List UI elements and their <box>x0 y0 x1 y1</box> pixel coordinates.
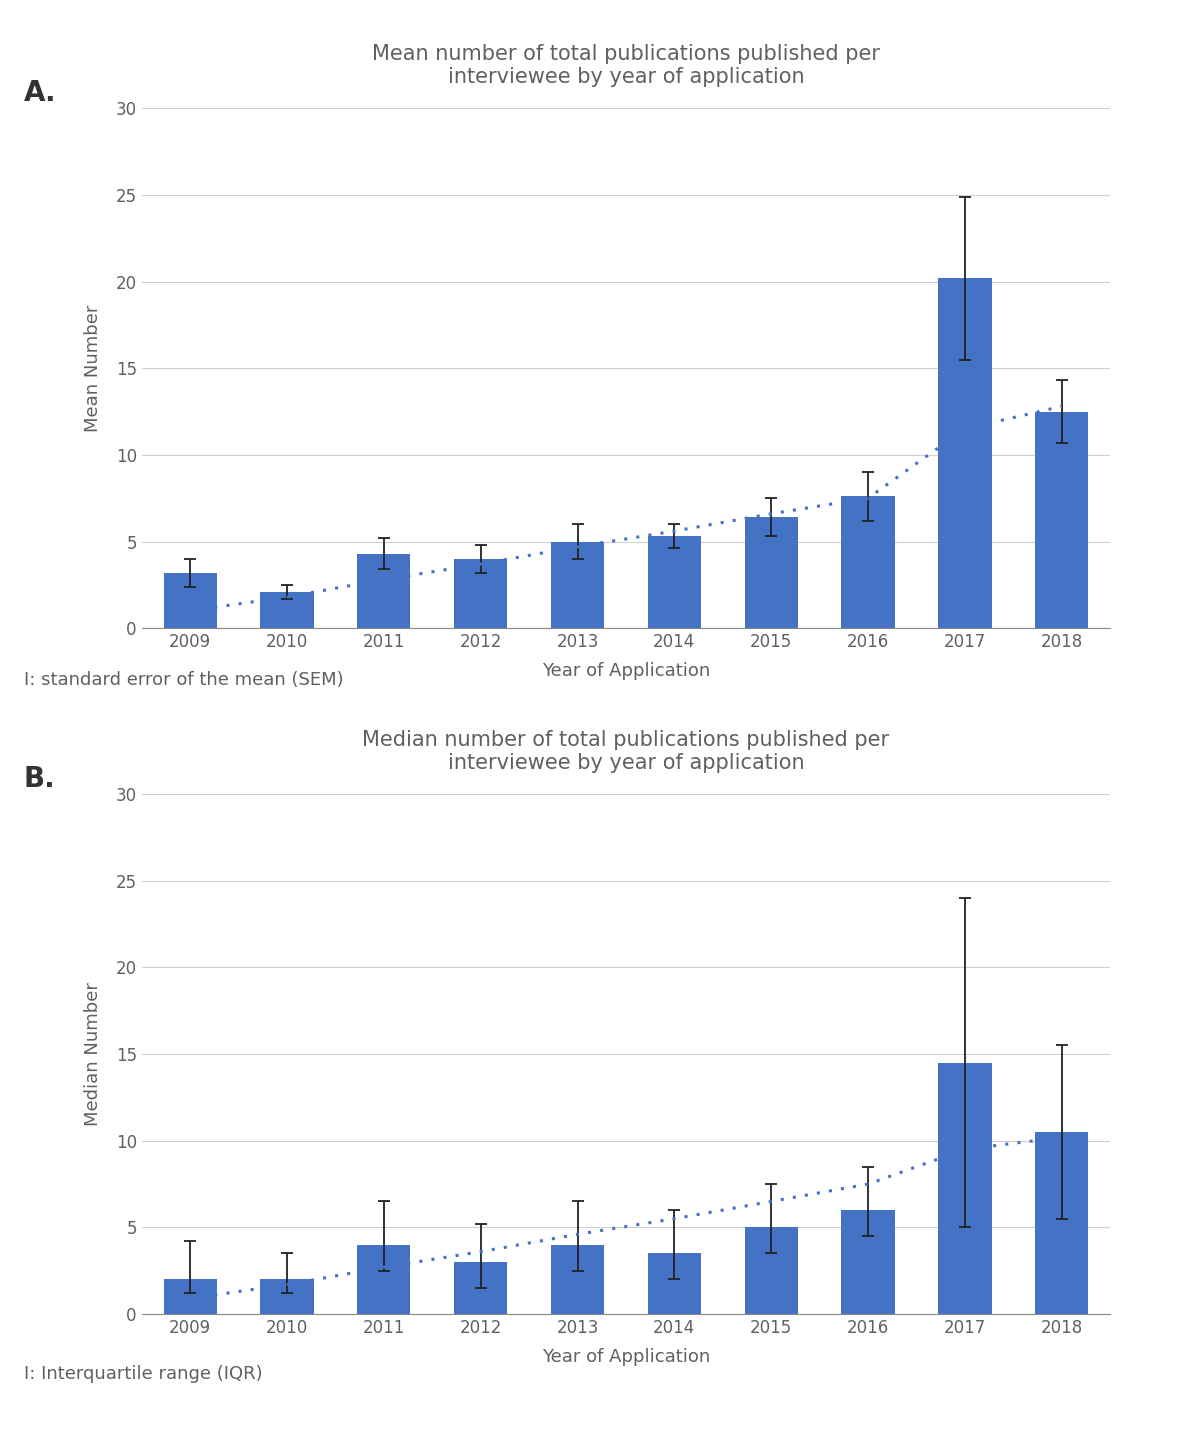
Y-axis label: Median Number: Median Number <box>84 982 102 1126</box>
Bar <box>744 1227 798 1314</box>
Bar <box>841 497 895 628</box>
Y-axis label: Mean Number: Mean Number <box>84 305 102 432</box>
Bar <box>357 553 411 628</box>
Bar <box>1035 412 1089 628</box>
Bar <box>938 1063 992 1314</box>
Bar <box>357 1245 411 1314</box>
Bar <box>163 573 217 628</box>
Bar <box>744 517 798 628</box>
Bar <box>163 1279 217 1314</box>
Bar <box>647 536 702 628</box>
Bar <box>260 1279 314 1314</box>
Bar <box>454 559 508 628</box>
Text: A.: A. <box>24 79 57 107</box>
Bar <box>1035 1132 1089 1314</box>
Title: Mean number of total publications published per
interviewee by year of applicati: Mean number of total publications publis… <box>372 45 880 87</box>
Bar <box>454 1262 508 1314</box>
X-axis label: Year of Application: Year of Application <box>542 1349 710 1366</box>
Text: I: standard error of the mean (SEM): I: standard error of the mean (SEM) <box>24 671 344 689</box>
X-axis label: Year of Application: Year of Application <box>542 663 710 680</box>
Bar <box>647 1253 702 1314</box>
Bar <box>550 1245 605 1314</box>
Text: B.: B. <box>24 765 56 793</box>
Bar <box>938 279 992 628</box>
Text: I: Interquartile range (IQR): I: Interquartile range (IQR) <box>24 1365 262 1382</box>
Bar <box>550 542 605 628</box>
Title: Median number of total publications published per
interviewee by year of applica: Median number of total publications publ… <box>363 731 889 773</box>
Bar <box>260 592 314 628</box>
Bar <box>841 1210 895 1314</box>
